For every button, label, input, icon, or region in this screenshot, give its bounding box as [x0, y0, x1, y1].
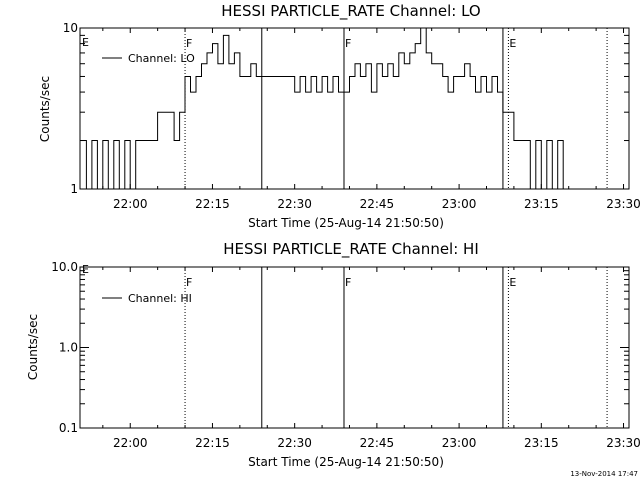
x-tick-label: 23:15 — [524, 197, 559, 211]
marker-label: E — [509, 276, 516, 289]
x-tick-label: 23:00 — [442, 197, 477, 211]
x-axis-label-hi: Start Time (25-Aug-14 21:50:50) — [248, 455, 444, 469]
marker-label: F — [186, 276, 192, 289]
edge-label-lo: E — [82, 36, 89, 49]
panel-hi: HESSI PARTICLE_RATE Channel: HI Counts/s… — [26, 240, 640, 469]
legend-label-lo: Channel: LO — [128, 52, 195, 65]
x-tick-label: 23:15 — [524, 436, 559, 450]
y-tick-label: 10 — [63, 21, 78, 35]
y-axis-label-hi: Counts/sec — [26, 314, 40, 380]
x-tick-label: 22:15 — [195, 197, 230, 211]
x-tick-label: 22:30 — [277, 197, 312, 211]
x-tick-label: 22:45 — [360, 436, 395, 450]
x-tick-label: 22:45 — [360, 197, 395, 211]
y-tick-label: 1 — [70, 182, 78, 196]
chart-title-hi: HESSI PARTICLE_RATE Channel: HI — [223, 240, 479, 259]
plot-frame — [79, 27, 630, 190]
y-tick-label: 10.0 — [51, 260, 78, 274]
x-tick-label: 22:30 — [277, 436, 312, 450]
chart-title-lo: HESSI PARTICLE_RATE Channel: LO — [221, 2, 480, 21]
y-tick-label: 0.1 — [59, 421, 78, 435]
marker-label: F — [186, 37, 192, 50]
series-line-lo — [80, 27, 575, 190]
y-tick-label: 1.0 — [59, 341, 78, 355]
edge-label-hi: E — [82, 263, 89, 276]
marker-label: E — [509, 37, 516, 50]
x-tick-label: 23:30 — [606, 197, 640, 211]
x-axis-label-lo: Start Time (25-Aug-14 21:50:50) — [248, 216, 444, 230]
panel-lo: HESSI PARTICLE_RATE Channel: LO Counts/s… — [38, 2, 640, 230]
x-tick-label: 22:00 — [113, 197, 148, 211]
y-axis-label-lo: Counts/sec — [38, 76, 52, 142]
x-tick-label: 23:00 — [442, 436, 477, 450]
x-tick-label: 22:15 — [195, 436, 230, 450]
legend-label-hi: Channel: HI — [128, 292, 192, 305]
x-tick-label: 23:30 — [606, 436, 640, 450]
x-tick-label: 22:00 — [113, 436, 148, 450]
marker-label: F — [345, 37, 351, 50]
footer-timestamp: 13-Nov-2014 17:47 — [570, 470, 638, 478]
marker-label: F — [345, 276, 351, 289]
